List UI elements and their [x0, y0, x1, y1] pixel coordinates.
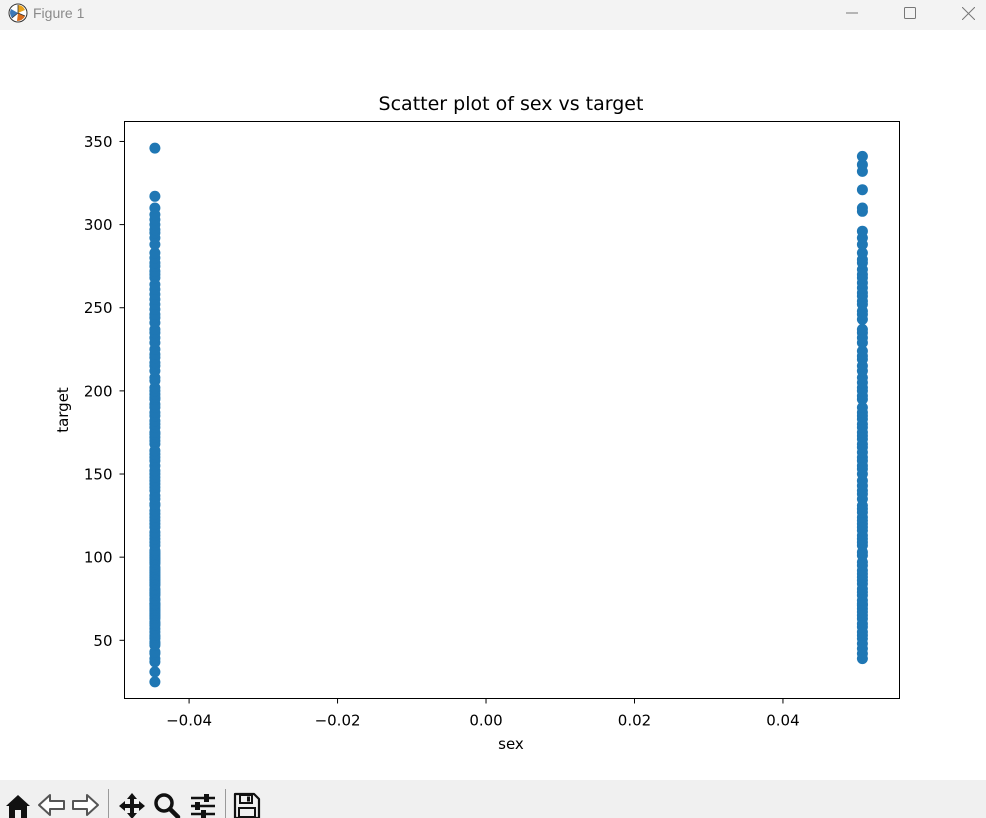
pan-icon: [119, 793, 145, 818]
maximize-button[interactable]: [881, 0, 939, 26]
data-point: [856, 184, 868, 196]
y-axis-label: target: [54, 387, 72, 433]
x-tick-label: 0.00: [469, 712, 502, 730]
x-tick-label: 0.02: [618, 712, 651, 730]
data-point: [149, 142, 161, 154]
window-title: Figure 1: [33, 5, 85, 21]
x-tick-label: −0.02: [315, 712, 361, 730]
forward-icon: [72, 794, 99, 816]
data-point: [149, 666, 161, 678]
data-point: [856, 247, 868, 259]
y-tick-label: 350: [84, 133, 113, 151]
save-icon: [233, 792, 261, 818]
plot-frame: [124, 121, 900, 699]
configure-subplots-button[interactable]: [188, 791, 218, 818]
y-tick-label: 250: [84, 299, 113, 317]
y-tick-label: 100: [84, 549, 113, 567]
data-point: [856, 345, 868, 357]
scatter-chart: Scatter plot of sex vs target −0.04 −0.02…: [54, 93, 900, 753]
x-axis-label: sex: [498, 735, 524, 753]
y-axis: 50 100 150 200 250 300 350: [84, 133, 125, 650]
close-button[interactable]: [939, 0, 986, 26]
forward-button[interactable]: [70, 791, 100, 818]
minimize-icon: [846, 12, 858, 14]
y-tick-label: 300: [84, 216, 113, 234]
maximize-icon: [904, 7, 916, 19]
title-bar: Figure 1: [0, 0, 986, 30]
home-icon: [6, 795, 30, 818]
zoom-button[interactable]: [152, 791, 182, 818]
data-points: [149, 142, 868, 688]
pan-button[interactable]: [117, 791, 147, 818]
chart-title: Scatter plot of sex vs target: [379, 93, 644, 115]
minimize-button[interactable]: [823, 0, 881, 26]
toolbar-separator: [108, 789, 109, 818]
close-icon: [961, 6, 975, 20]
data-point: [856, 202, 868, 214]
data-point: [856, 402, 868, 413]
configure-subplots-icon: [191, 794, 215, 818]
figure-canvas[interactable]: Scatter plot of sex vs target −0.04 −0.02…: [0, 30, 986, 780]
navigation-toolbar: [0, 780, 986, 818]
x-tick-label: 0.04: [766, 712, 799, 730]
matplotlib-app-icon: [8, 3, 28, 23]
data-point: [149, 247, 161, 259]
back-button[interactable]: [37, 791, 67, 818]
data-point: [149, 676, 161, 688]
x-axis: −0.04 −0.02 0.00 0.02 0.04: [166, 698, 800, 730]
data-point: [856, 225, 868, 237]
y-tick-label: 200: [84, 382, 113, 400]
data-point: [856, 150, 868, 162]
zoom-icon: [154, 793, 181, 818]
back-icon: [38, 794, 65, 816]
save-button[interactable]: [232, 791, 262, 818]
toolbar-separator: [225, 789, 226, 818]
data-point: [149, 202, 161, 214]
data-point: [856, 323, 868, 335]
home-button[interactable]: [3, 791, 33, 818]
y-tick-label: 50: [93, 632, 112, 650]
x-tick-label: −0.04: [166, 712, 212, 730]
data-point: [149, 190, 161, 202]
data-point: [856, 159, 868, 171]
y-tick-label: 150: [84, 466, 113, 484]
